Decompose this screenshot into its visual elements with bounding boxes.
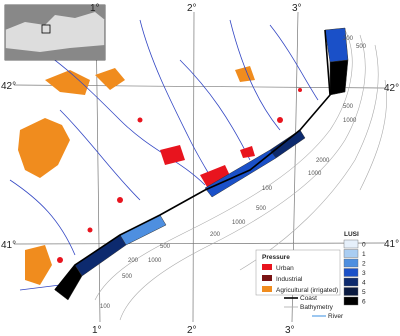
- bathymetry-label: 1000: [232, 220, 246, 226]
- legend-title: Pressure: [262, 254, 290, 261]
- bathymetry-label: 500: [343, 104, 354, 110]
- longitude-label: 3°: [285, 325, 295, 336]
- bathymetry-label: 100: [262, 186, 273, 192]
- inset-map: [4, 4, 106, 61]
- graticule: [13, 11, 386, 323]
- legend-label: 3: [362, 270, 366, 277]
- legend-label: Coast: [300, 295, 317, 302]
- bathymetry-label: 200: [343, 36, 354, 42]
- legend-label: Industrial: [276, 276, 303, 283]
- legend-label: 5: [362, 289, 366, 296]
- urban-areas: [57, 88, 302, 263]
- legend-label: 6: [362, 299, 366, 306]
- bathymetry-label: 500: [356, 44, 367, 50]
- longitude-label: 2°: [187, 3, 197, 14]
- latitude-label: 42°: [1, 81, 16, 92]
- legend-label: 0: [362, 242, 366, 249]
- legend-label: Urban: [276, 265, 294, 272]
- legend-swatch: [343, 258, 359, 268]
- bathymetry-contours: [94, 29, 387, 321]
- longitude-label: 3°: [292, 3, 302, 14]
- legend-swatch: [343, 239, 359, 249]
- latitude-label: 41°: [384, 239, 399, 250]
- bathymetry-label: 1000: [148, 258, 162, 264]
- bathymetry-label: 500: [160, 244, 171, 250]
- latitude-label: 41°: [1, 240, 16, 251]
- legend-swatch: [343, 287, 359, 296]
- legend-label: 2: [362, 261, 366, 268]
- bathymetry-labels: 2005005001000200010001005001000200500100…: [100, 36, 367, 310]
- legend-label: Agricultural (irrigated): [276, 287, 338, 294]
- longitude-label: 1°: [92, 325, 102, 336]
- bathymetry-label: 200: [210, 232, 221, 238]
- legend-title: LUSI: [344, 231, 359, 238]
- bathymetry-label: 2000: [316, 158, 330, 164]
- legend-label: River: [328, 313, 344, 320]
- legend-swatch: [343, 268, 359, 277]
- lusi-legend: LUSI 0 1 2 3 4 5 6: [343, 231, 366, 306]
- legend-label: 1: [362, 251, 366, 258]
- bathymetry-label: 200: [128, 258, 139, 264]
- longitude-label: 1°: [90, 3, 100, 14]
- bathymetry-label: 1000: [343, 118, 357, 124]
- bathymetry-label: 1000: [308, 171, 322, 177]
- bathymetry-label: 500: [122, 274, 133, 280]
- bathymetry-label: 100: [100, 304, 111, 310]
- legend-swatch: [343, 296, 359, 306]
- pressure-legend: Pressure Urban Industrial Agricultural (…: [255, 249, 344, 320]
- agricultural-areas: [18, 66, 255, 285]
- legend-label: Bathymetry: [300, 304, 334, 311]
- bathymetry-label: 500: [256, 206, 267, 212]
- legend-label: 4: [362, 280, 366, 287]
- longitude-label: 2°: [187, 325, 197, 336]
- legend-swatch: [343, 249, 359, 258]
- latitude-label: 42°: [384, 83, 399, 94]
- coastline: [54, 29, 331, 291]
- legend-swatch: [343, 277, 359, 287]
